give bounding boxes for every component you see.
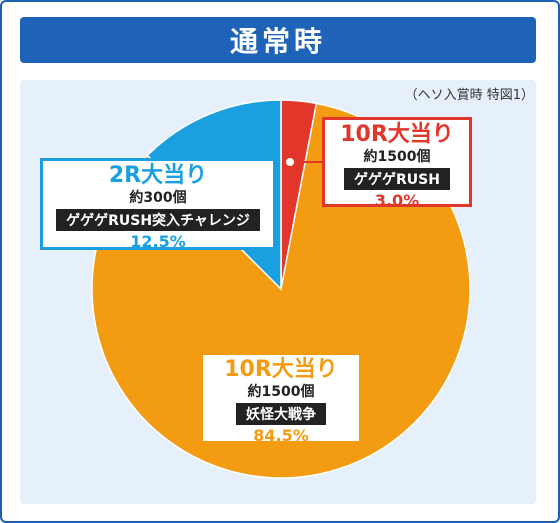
slice-percent: 3.0% <box>374 191 420 210</box>
slice-tag: ゲゲゲRUSH <box>344 168 450 190</box>
slice-label: 10R大当り <box>340 122 454 147</box>
slice-leader-dot <box>286 158 294 166</box>
slice-count: 約1500個 <box>247 384 315 400</box>
label-box-10r-yokai: 10R大当り 約1500個 妖怪大戦争 84.5% <box>200 352 362 445</box>
label-box-2r: 2R大当り 約300個 ゲゲゲRUSH突入チャレンジ 12.5% <box>40 158 276 251</box>
slice-percent: 12.5% <box>130 232 186 251</box>
chart-note: （ヘソ入賞時 特図1） <box>404 88 534 103</box>
page-title: 通常時 <box>20 17 536 63</box>
slice-tag: ゲゲゲRUSH突入チャレンジ <box>56 209 260 231</box>
label-box-10r-rush: 10R大当り 約1500個 ゲゲゲRUSH 3.0% <box>322 117 472 210</box>
slice-count: 約1500個 <box>363 149 431 165</box>
slice-label: 2R大当り <box>108 163 208 188</box>
slice-tag: 妖怪大戦争 <box>236 403 326 425</box>
slice-count: 約300個 <box>129 190 187 206</box>
slice-percent: 84.5% <box>253 426 309 445</box>
slice-label: 10R大当り <box>224 357 338 382</box>
